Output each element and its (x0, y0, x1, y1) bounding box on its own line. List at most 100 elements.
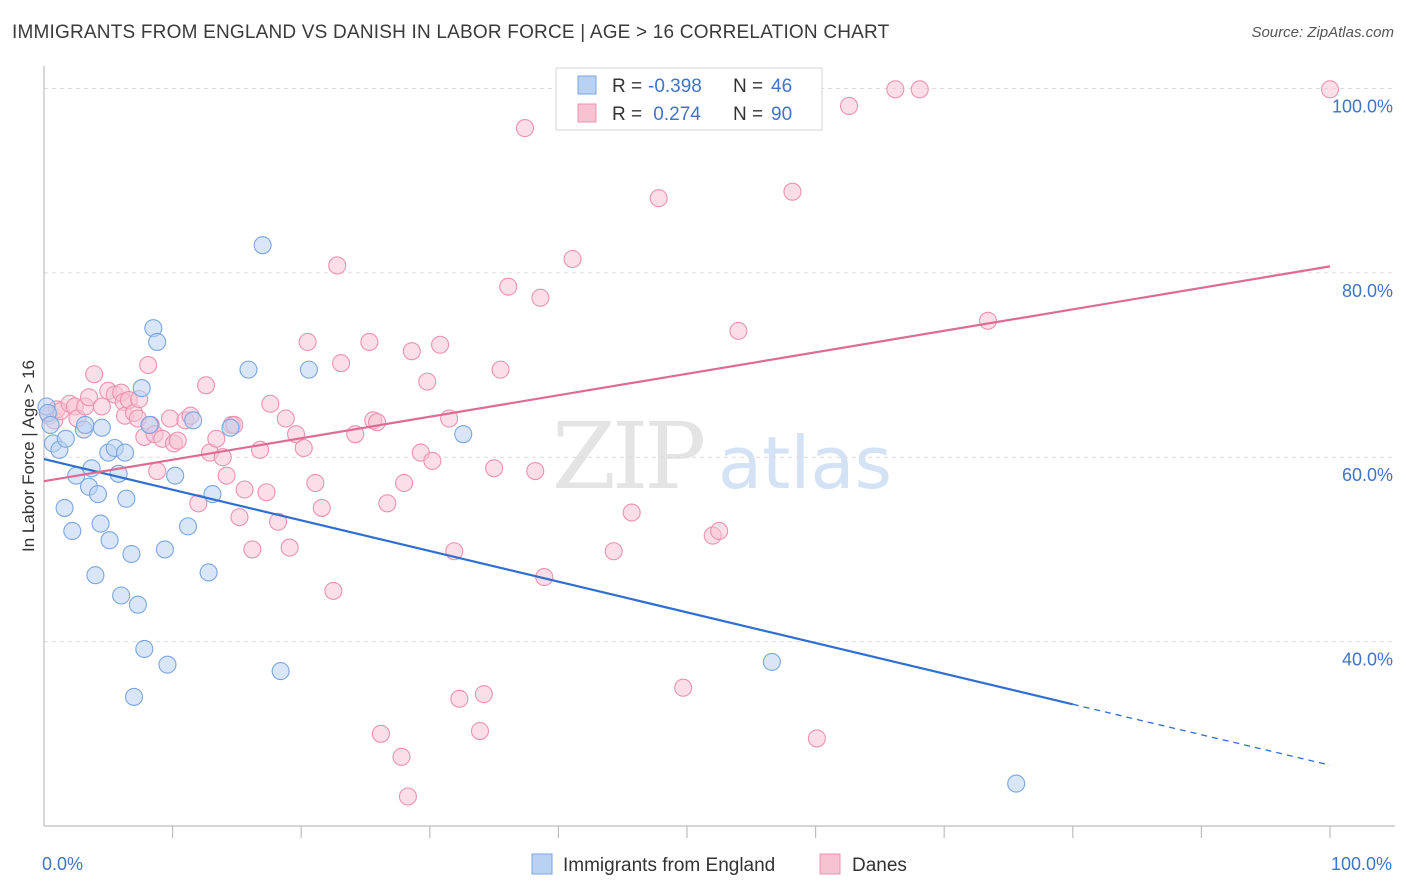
danes-point (839, 96, 859, 116)
england-point (112, 586, 131, 605)
danes-point (604, 542, 623, 561)
england-point (184, 411, 203, 430)
x-tick-label: 100.0% (1331, 854, 1392, 874)
england-point (253, 236, 272, 255)
legend-box (555, 67, 823, 131)
england-point (239, 360, 258, 379)
y-tick-label: 100.0% (1332, 96, 1393, 116)
bottom-legend-swatch-england (531, 853, 553, 875)
danes-point (276, 409, 295, 428)
legend-r-value-england: -0.398 (648, 76, 702, 97)
danes-point (729, 321, 748, 340)
legend-n-label-danes: N = (733, 104, 763, 125)
england-point (88, 485, 108, 504)
england-point (1007, 774, 1026, 793)
danes-point (230, 508, 249, 527)
danes-point (312, 498, 331, 517)
x-tick-label: 0.0% (42, 854, 83, 874)
trend-lines (43, 265, 1331, 766)
legend-r-label-england: R = (612, 76, 642, 97)
danes-point (395, 473, 414, 493)
danes-point (1320, 80, 1340, 99)
danes-point (139, 355, 158, 375)
danes-point (243, 540, 262, 559)
axes (43, 66, 1395, 827)
england-point (166, 466, 185, 485)
danes-point (328, 256, 347, 275)
england-point (221, 418, 240, 437)
correlation-legend: R = -0.398 N = 46 R = 0.274 N = 90 (555, 67, 823, 131)
danes-point (360, 332, 379, 352)
england-point (158, 655, 177, 674)
england-point (91, 514, 110, 533)
england-point (100, 531, 119, 550)
danes-point (168, 431, 187, 450)
danes-point (450, 689, 469, 708)
danes-point (674, 678, 693, 697)
chart-title: IMMIGRANTS FROM ENGLAND VS DANISH IN LAB… (12, 22, 890, 43)
danes-point (499, 277, 518, 296)
danes-point (418, 372, 437, 391)
bottom-legend-swatch-danes (819, 853, 841, 875)
danes-point (160, 409, 180, 428)
england-trend-extension (1072, 703, 1331, 766)
danes-point (79, 388, 99, 407)
legend-r-label-danes: R = (612, 104, 642, 125)
danes-point (423, 451, 442, 470)
england-point (271, 662, 290, 681)
danes-point (269, 512, 288, 531)
danes-point (526, 461, 545, 481)
watermark: ZIP atlas (552, 403, 892, 510)
y-axis-label: In Labor Force | Age > 16 (19, 360, 38, 552)
danes-point (563, 249, 582, 269)
legend-r-value-danes: 0.274 (648, 104, 701, 125)
bottom-legend-label-danes: Danes (852, 855, 907, 876)
danes-point (474, 685, 493, 704)
england-point (299, 360, 318, 379)
y-tick-labels: 40.0% 60.0% 80.0% 100.0% (1332, 96, 1393, 669)
danes-point (280, 538, 299, 557)
danes-point (431, 335, 450, 354)
legend-swatch-england (577, 75, 597, 95)
x-axis-ticks: 0.0% 100.0% (42, 826, 1392, 874)
danes-point (306, 473, 325, 493)
danes-point (978, 311, 997, 330)
england-point (55, 498, 74, 517)
england-point (199, 563, 218, 582)
england-point (76, 415, 95, 435)
england-point (41, 415, 60, 435)
danes-point (531, 288, 550, 307)
legend-n-value-england: 46 (771, 76, 792, 97)
england-point (140, 415, 159, 435)
england-point (178, 517, 198, 536)
danes-point (196, 376, 216, 395)
danes-point (371, 724, 390, 743)
danes-point (783, 182, 802, 201)
danes-point (402, 342, 421, 361)
danes-point (910, 80, 929, 99)
england-point (122, 544, 141, 564)
watermark-zip: ZIP (552, 403, 703, 510)
danes-point (207, 429, 226, 448)
england-point (117, 489, 136, 508)
bottom-legend-label-england: Immigrants from England (563, 855, 775, 876)
y-tick-label: 60.0% (1342, 465, 1393, 485)
danes-point (398, 787, 417, 806)
danes-point (622, 503, 641, 522)
danes-point (886, 80, 905, 99)
danes-point (332, 354, 351, 373)
danes-point (491, 360, 510, 379)
danes-point (515, 119, 535, 138)
england-point (86, 566, 105, 585)
england-point (56, 429, 75, 448)
danes-point (807, 729, 826, 748)
england-point (155, 540, 174, 559)
danes-point (485, 459, 504, 478)
england-trend-line (43, 457, 1074, 706)
danes-point (368, 413, 387, 432)
danes-point (85, 365, 104, 384)
danes-point (261, 394, 280, 413)
danes-point (235, 480, 254, 499)
england-point (92, 418, 111, 437)
